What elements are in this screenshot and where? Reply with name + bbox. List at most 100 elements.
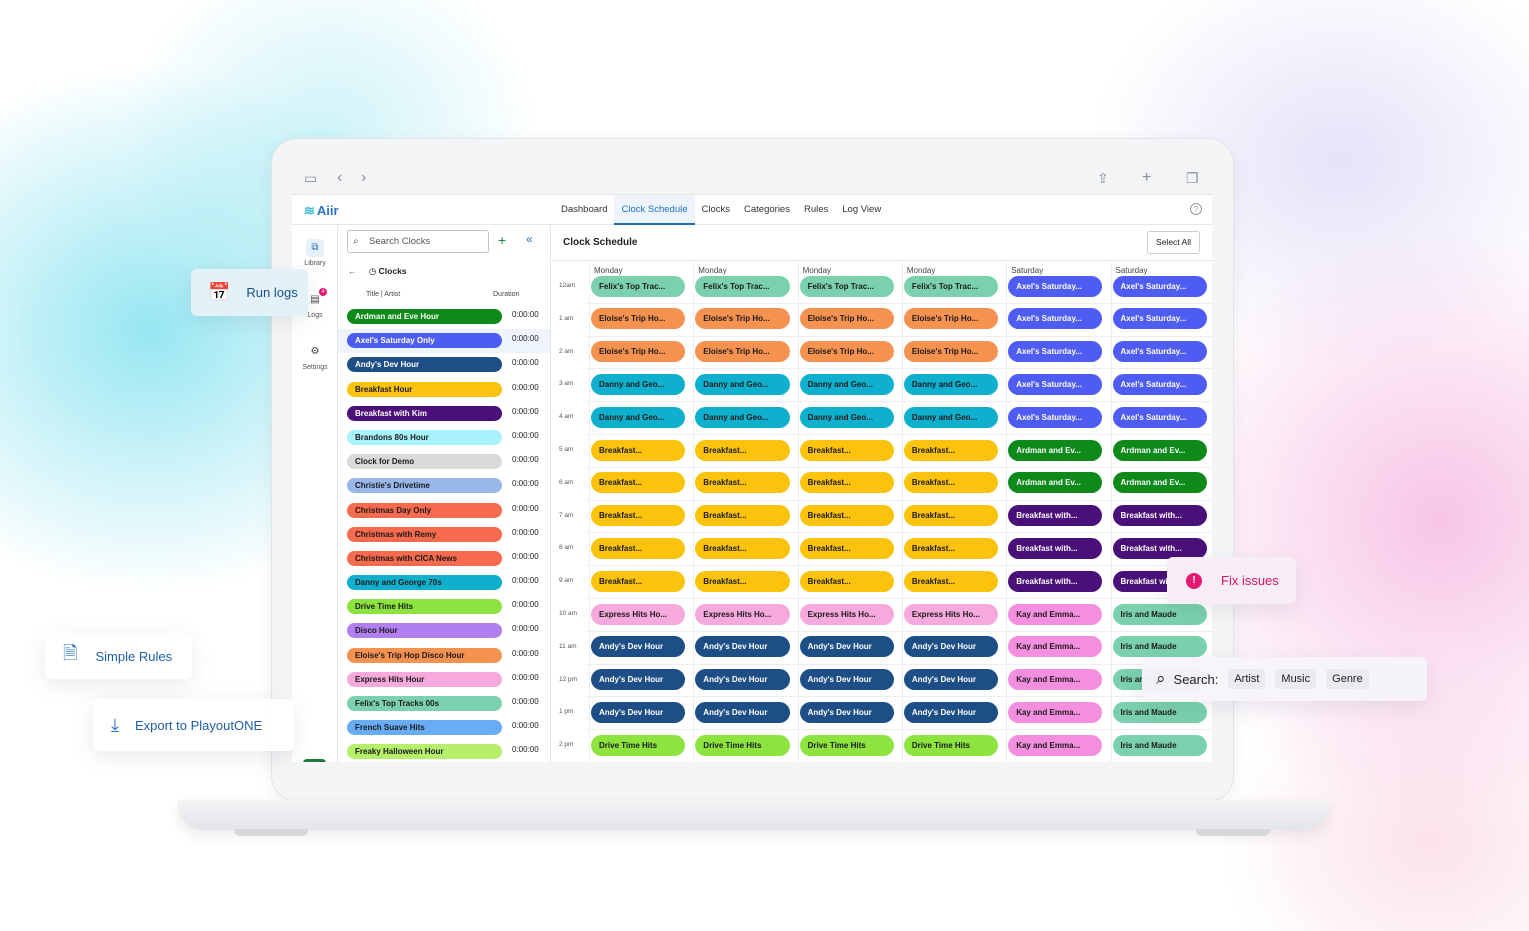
schedule-slot[interactable]: Iris and Maude <box>1112 734 1207 756</box>
clock-name[interactable]: Danny and George 70s <box>347 575 502 591</box>
export-callout[interactable]: ⤓ Export to PlayoutONE <box>93 699 294 751</box>
column-header-title[interactable]: Title | Artist <box>366 291 401 298</box>
schedule-slot[interactable]: Breakfast... <box>799 472 894 494</box>
schedule-slot[interactable]: Axel's Saturday... <box>1112 341 1207 363</box>
schedule-slot[interactable]: Breakfast... <box>695 537 790 559</box>
list-item[interactable]: Christmas with CICA News 0:00:00 <box>338 547 550 571</box>
schedule-slot[interactable]: Breakfast... <box>695 505 790 527</box>
schedule-slot[interactable]: Danny and Geo... <box>799 406 894 428</box>
list-item[interactable]: Freaky Halloween Hour 0:00:00 <box>338 740 550 762</box>
clock-name[interactable]: Andy's Dev Hour <box>347 357 502 373</box>
schedule-slot[interactable]: Andy's Dev Hour <box>903 701 999 723</box>
tab-clock-schedule[interactable]: Clock Schedule <box>614 195 695 225</box>
schedule-slot[interactable]: Breakfast... <box>799 570 894 592</box>
add-button[interactable]: + <box>303 759 326 762</box>
schedule-slot[interactable]: Breakfast... <box>591 570 686 592</box>
clock-name[interactable]: Eloise's Trip Hop Disco Hour <box>347 647 502 663</box>
back-icon[interactable]: ‹ <box>337 169 343 186</box>
clock-name[interactable]: Express Hits Hour <box>347 671 502 687</box>
schedule-slot[interactable]: Ardman and Ev... <box>1008 439 1103 461</box>
rail-item-library[interactable]: ⧉ Library <box>292 239 338 267</box>
list-item[interactable]: Drive Time Hits 0:00:00 <box>338 595 550 619</box>
schedule-slot[interactable]: Express Hits Ho... <box>695 603 790 625</box>
schedule-slot[interactable]: Axel's Saturday... <box>1008 341 1103 363</box>
schedule-slot[interactable]: Express Hits Ho... <box>903 603 999 625</box>
schedule-slot[interactable]: Andy's Dev Hour <box>695 701 790 723</box>
schedule-slot[interactable]: Breakfast... <box>591 472 686 494</box>
schedule-slot[interactable]: Breakfast... <box>903 570 999 592</box>
schedule-slot[interactable]: Felix's Top Trac... <box>591 275 686 297</box>
schedule-slot[interactable]: Eloise's Trip Ho... <box>799 341 894 363</box>
forward-icon[interactable]: › <box>361 169 367 186</box>
list-item[interactable]: French Suave Hits 0:00:00 <box>338 716 550 740</box>
schedule-slot[interactable]: Danny and Geo... <box>695 406 790 428</box>
schedule-slot[interactable]: Axel's Saturday... <box>1008 373 1103 395</box>
schedule-slot[interactable]: Breakfast... <box>799 537 894 559</box>
tab-clocks[interactable]: Clocks <box>701 204 731 215</box>
tab-rules[interactable]: Rules <box>803 204 829 215</box>
clock-name[interactable]: Christie's Drivetime <box>347 478 502 494</box>
collapse-panel-icon[interactable]: « <box>526 232 533 246</box>
schedule-slot[interactable]: Felix's Top Trac... <box>799 275 894 297</box>
schedule-slot[interactable]: Iris and Maude <box>1112 636 1207 658</box>
schedule-slot[interactable]: Danny and Geo... <box>799 373 894 395</box>
schedule-slot[interactable]: Felix's Top Trac... <box>903 275 999 297</box>
schedule-slot[interactable]: Eloise's Trip Ho... <box>591 341 686 363</box>
schedule-slot[interactable]: Breakfast... <box>903 472 999 494</box>
schedule-slot[interactable]: Eloise's Trip Ho... <box>591 308 686 330</box>
schedule-slot[interactable]: Andy's Dev Hour <box>903 669 999 691</box>
schedule-slot[interactable]: Andy's Dev Hour <box>591 636 686 658</box>
list-item[interactable]: Brandons 80s Hour 0:00:00 <box>338 426 550 450</box>
schedule-slot[interactable]: Kay and Emma... <box>1008 603 1103 625</box>
schedule-slot[interactable]: Breakfast with... <box>1112 505 1207 527</box>
schedule-slot[interactable]: Andy's Dev Hour <box>903 636 999 658</box>
schedule-slot[interactable]: Breakfast... <box>591 439 686 461</box>
schedule-slot[interactable]: Breakfast... <box>903 439 999 461</box>
list-item[interactable]: Andy's Dev Hour 0:00:00 <box>338 353 550 377</box>
schedule-slot[interactable]: Breakfast... <box>903 537 999 559</box>
tab-log-view[interactable]: Log View <box>842 204 882 215</box>
schedule-slot[interactable]: Axel's Saturday... <box>1112 308 1207 330</box>
schedule-slot[interactable]: Iris and Maude <box>1112 603 1207 625</box>
list-item[interactable]: Eloise's Trip Hop Disco Hour 0:00:00 <box>338 644 550 668</box>
schedule-slot[interactable]: Breakfast... <box>695 439 790 461</box>
search-chip-artist[interactable]: Artist <box>1228 669 1266 689</box>
list-item[interactable]: Christmas with Remy 0:00:00 <box>338 523 550 547</box>
fix-issues-callout[interactable]: ! Fix issues <box>1167 557 1296 604</box>
schedule-slot[interactable]: Andy's Dev Hour <box>695 636 790 658</box>
schedule-slot[interactable]: Andy's Dev Hour <box>695 669 790 691</box>
schedule-slot[interactable]: Breakfast with... <box>1112 537 1207 559</box>
search-chip-genre[interactable]: Genre <box>1326 669 1369 689</box>
schedule-slot[interactable]: Danny and Geo... <box>591 373 686 395</box>
add-clock-icon[interactable]: + <box>498 232 507 248</box>
schedule-slot[interactable]: Breakfast with... <box>1008 537 1103 559</box>
list-item[interactable]: Danny and George 70s 0:00:00 <box>338 571 550 595</box>
schedule-slot[interactable]: Ardman and Ev... <box>1112 439 1207 461</box>
schedule-slot[interactable]: Ardman and Ev... <box>1008 472 1103 494</box>
column-header-duration[interactable]: Duration <box>493 291 520 298</box>
tabs-overview-icon[interactable]: ❐ <box>1186 170 1199 186</box>
back-arrow-icon[interactable]: ← <box>348 266 357 276</box>
app-logo[interactable]: ≋ Aiir <box>304 203 339 218</box>
new-tab-icon[interactable]: + <box>1142 169 1152 186</box>
schedule-slot[interactable]: Andy's Dev Hour <box>799 701 894 723</box>
schedule-slot[interactable]: Axel's Saturday... <box>1112 275 1207 297</box>
share-icon[interactable]: ⇪ <box>1097 170 1109 186</box>
schedule-slot[interactable]: Eloise's Trip Ho... <box>695 308 790 330</box>
clock-name[interactable]: Clock for Demo <box>347 454 502 470</box>
schedule-slot[interactable]: Eloise's Trip Ho... <box>903 308 999 330</box>
schedule-slot[interactable]: Danny and Geo... <box>591 406 686 428</box>
clock-name[interactable]: Christmas with CICA News <box>347 550 502 566</box>
schedule-slot[interactable]: Breakfast... <box>591 505 686 527</box>
tab-categories[interactable]: Categories <box>744 204 790 215</box>
list-item[interactable]: Axel's Saturday Only 0:00:00 <box>338 329 550 354</box>
schedule-slot[interactable]: Axel's Saturday... <box>1008 275 1103 297</box>
clock-name[interactable]: Christmas Day Only <box>347 502 502 518</box>
search-chip-music[interactable]: Music <box>1275 669 1317 689</box>
schedule-slot[interactable]: Drive Time Hits <box>695 734 790 756</box>
schedule-slot[interactable]: Eloise's Trip Ho... <box>799 308 894 330</box>
list-item[interactable]: Felix's Top Tracks 00s 0:00:00 <box>338 692 550 716</box>
schedule-slot[interactable]: Breakfast... <box>799 505 894 527</box>
list-item[interactable]: Christie's Drivetime 0:00:00 <box>338 474 550 498</box>
select-all-button[interactable]: Select All <box>1147 231 1200 254</box>
